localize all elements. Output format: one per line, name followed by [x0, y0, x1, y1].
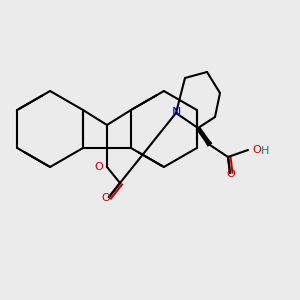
Text: O: O: [94, 162, 103, 172]
Text: O: O: [252, 145, 261, 155]
Polygon shape: [198, 128, 212, 147]
Text: H: H: [261, 146, 269, 156]
Text: O: O: [102, 193, 110, 203]
Text: N: N: [171, 106, 181, 118]
Text: O: O: [226, 169, 236, 179]
